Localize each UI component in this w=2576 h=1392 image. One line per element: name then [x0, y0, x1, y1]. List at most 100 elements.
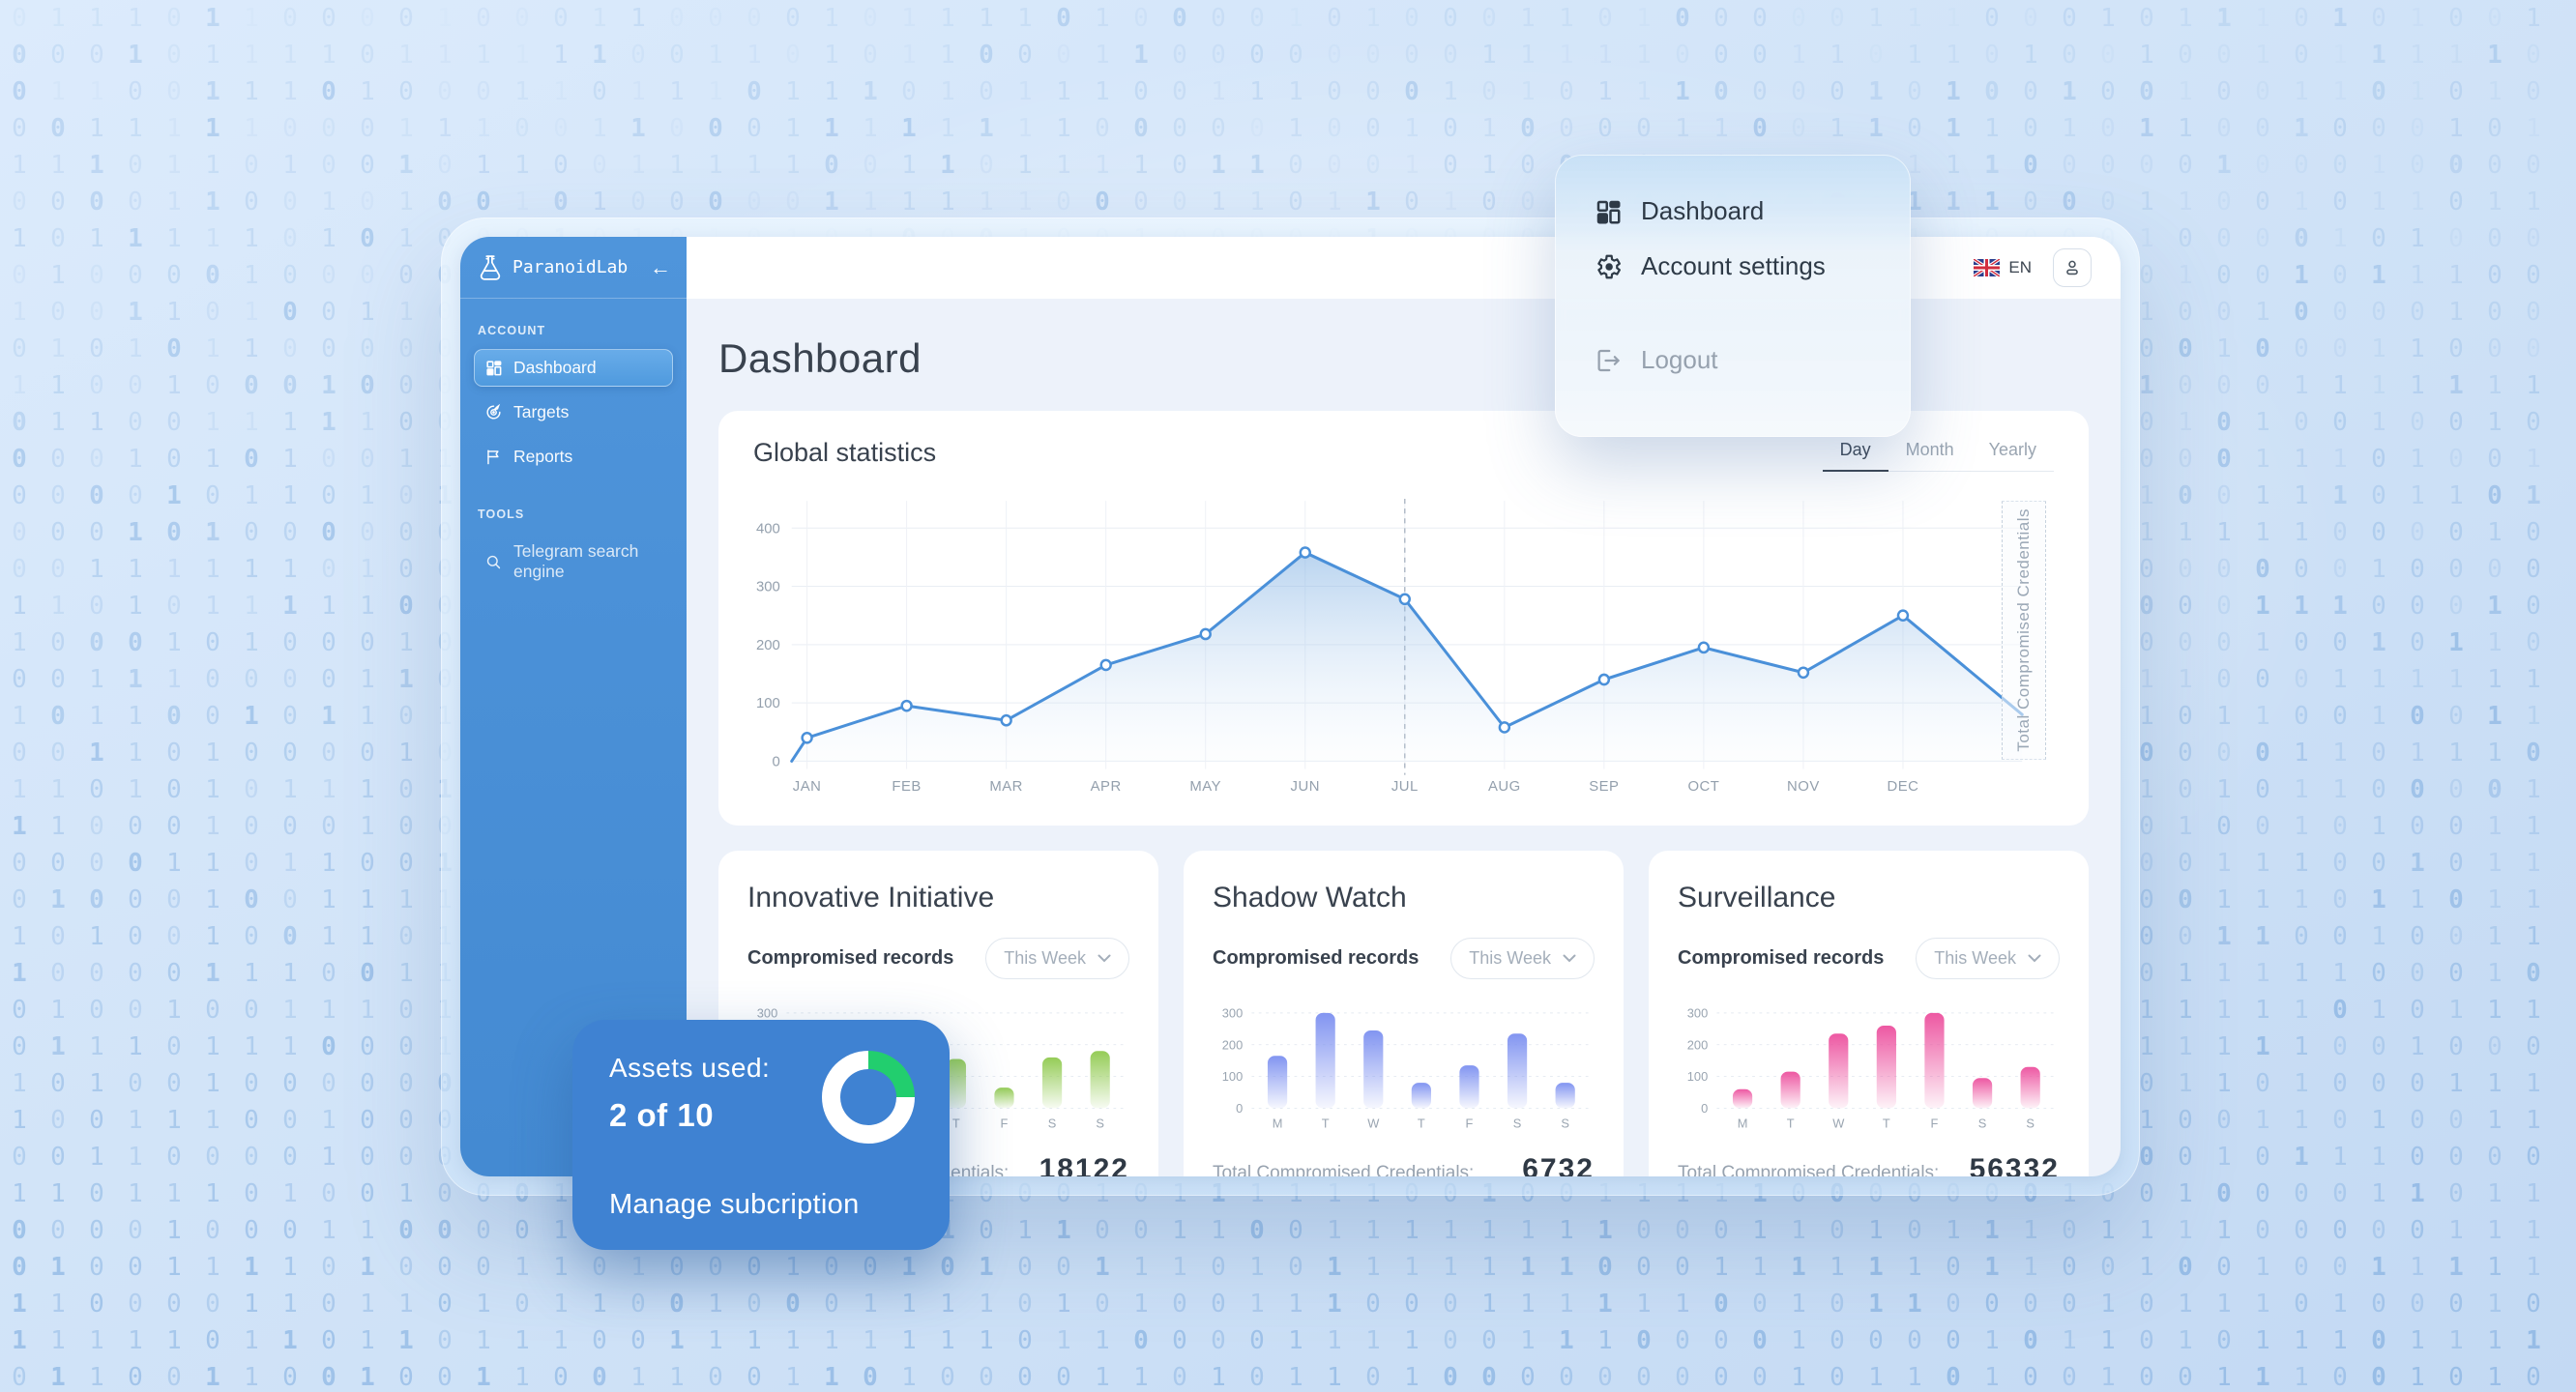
sidebar-item-targets[interactable]: Targets: [474, 393, 673, 431]
svg-text:0: 0: [1236, 1101, 1243, 1116]
menu-item-label: Logout: [1641, 345, 1718, 374]
sidebar-item-label: Reports: [513, 447, 573, 466]
person-icon: [2066, 260, 2078, 276]
metric-label: Compromised records: [747, 947, 954, 969]
app-name: ParanoidLab: [512, 257, 629, 277]
tab-month[interactable]: Month: [1905, 440, 1954, 459]
language-selector[interactable]: EN: [1974, 258, 2032, 277]
sidebar-section-account: ACCOUNT Dashboard Targets: [460, 299, 687, 482]
svg-text:200: 200: [756, 637, 780, 653]
global-statistics-card: Global statistics Day Month Yearly 0 100 2…: [718, 411, 2089, 826]
week-filter-select[interactable]: This Week: [1450, 938, 1595, 979]
gear-icon: [1597, 254, 1621, 278]
chevron-down-icon: [2028, 954, 2041, 963]
line-chart-svg: 0 100 200 300 400 JAN FEB MAR APR MAY JUN JUL AUG SEP…: [756, 499, 2024, 795]
bar-chart: 0 100 200 300 M T W T F S S: [1678, 993, 2060, 1144]
svg-text:300: 300: [1222, 1005, 1243, 1020]
sidebar-collapse-button[interactable]: ←: [650, 254, 671, 279]
svg-text:S: S: [1048, 1116, 1057, 1131]
sidebar-item-label: Targets: [513, 402, 570, 421]
svg-text:300: 300: [757, 1005, 777, 1020]
chevron-down-icon: [1563, 954, 1576, 963]
svg-text:AUG: AUG: [1488, 778, 1521, 795]
right-axis-band: Total Compromised Credentials: [2002, 501, 2046, 760]
flag-icon: [487, 450, 499, 465]
right-axis-label: Total Compromised Credentials: [2014, 508, 2033, 752]
logout-icon: [1597, 349, 1620, 371]
sidebar-item-reports[interactable]: Reports: [474, 438, 673, 476]
sidebar-item-label: Dashboard: [513, 358, 597, 377]
sidebar-item-label: Telegram search engine: [513, 541, 639, 581]
svg-text:T: T: [1787, 1116, 1795, 1131]
svg-text:200: 200: [1222, 1037, 1243, 1052]
svg-text:100: 100: [756, 695, 780, 711]
total-value: 6732: [1522, 1153, 1595, 1176]
menu-item-label: Dashboard: [1641, 196, 1765, 225]
total-label: Total Compromised Credentials:: [1213, 1163, 1475, 1176]
week-filter-select[interactable]: This Week: [1916, 938, 2060, 979]
user-dropdown-menu: Dashboard Account settings Logout: [1555, 155, 1911, 437]
svg-text:200: 200: [1687, 1037, 1708, 1052]
sidebar-header: ParanoidLab ←: [460, 237, 687, 299]
svg-text:MAR: MAR: [989, 778, 1023, 795]
svg-text:FEB: FEB: [892, 778, 921, 795]
svg-text:300: 300: [756, 578, 780, 594]
svg-text:F: F: [1001, 1116, 1009, 1131]
week-filter-value: This Week: [1934, 948, 2016, 968]
svg-text:300: 300: [1687, 1005, 1708, 1020]
card-title: Innovative Initiative: [747, 882, 995, 914]
metric-label: Compromised records: [1678, 947, 1885, 969]
svg-text:T: T: [1418, 1116, 1425, 1131]
svg-text:100: 100: [1687, 1069, 1708, 1084]
chevron-down-icon: [1098, 954, 1111, 963]
week-filter-value: This Week: [1469, 948, 1551, 968]
user-account-button[interactable]: [2053, 248, 2092, 287]
week-filter-value: This Week: [1004, 948, 1086, 968]
svg-text:W: W: [1367, 1116, 1380, 1131]
svg-text:S: S: [1561, 1116, 1569, 1131]
menu-item-logout[interactable]: Logout: [1555, 333, 1911, 388]
assets-used-value: 2 of 10: [609, 1097, 715, 1133]
manage-subscription-link[interactable]: Manage subcription: [609, 1189, 860, 1220]
svg-text:DEC: DEC: [1888, 778, 1919, 795]
sidebar-item-telegram-search[interactable]: Telegram search engine: [474, 533, 673, 591]
assets-used-label: Assets used:: [609, 1053, 771, 1083]
card-surveillance: Surveillance Compromised records This We…: [1649, 851, 2089, 1176]
sidebar-section-label: TOOLS: [478, 508, 525, 521]
bar-chart: 0 100 200 300 M T W T F S S: [1213, 993, 1595, 1144]
svg-text:S: S: [2026, 1116, 2034, 1131]
metric-label: Compromised records: [1213, 947, 1420, 969]
page-title: Dashboard: [718, 335, 922, 381]
svg-text:S: S: [1978, 1116, 1987, 1131]
total-value: 18122: [1039, 1153, 1129, 1176]
menu-item-account-settings[interactable]: Account settings: [1555, 239, 1911, 294]
tab-yearly[interactable]: Yearly: [1988, 440, 2036, 459]
language-code: EN: [2008, 258, 2032, 276]
svg-text:T: T: [952, 1116, 960, 1131]
card-title: Surveillance: [1678, 882, 1836, 914]
svg-text:T: T: [1322, 1116, 1330, 1131]
svg-text:F: F: [1466, 1116, 1474, 1131]
total-value: 56332: [1969, 1153, 2060, 1176]
svg-text:F: F: [1931, 1116, 1939, 1131]
svg-text:100: 100: [1222, 1069, 1243, 1084]
menu-item-dashboard[interactable]: Dashboard: [1555, 184, 1911, 239]
search-icon: [486, 555, 501, 568]
svg-text:S: S: [1096, 1116, 1104, 1131]
svg-text:T: T: [1883, 1116, 1890, 1131]
svg-text:S: S: [1513, 1116, 1522, 1131]
card-title: Shadow Watch: [1213, 882, 1407, 914]
dashboard-grid-icon: [1596, 200, 1621, 223]
week-filter-select[interactable]: This Week: [985, 938, 1129, 979]
sidebar-item-dashboard[interactable]: Dashboard: [474, 349, 673, 387]
global-statistics-line-chart: 0 100 200 300 400 JAN FEB MAR APR MAY JUN JUL AUG SEP…: [753, 495, 2054, 806]
tab-day[interactable]: Day: [1822, 438, 1888, 472]
global-statistics-title: Global statistics: [753, 438, 937, 467]
svg-text:M: M: [1738, 1116, 1748, 1131]
flask-logo-icon: [480, 254, 501, 280]
target-icon: [486, 403, 501, 420]
card-shadow-watch: Shadow Watch Compromised records This We…: [1184, 851, 1624, 1176]
assets-usage-popup: Assets used: 2 of 10 Manage subcription: [572, 1020, 950, 1250]
uk-flag-icon: [1974, 259, 2001, 276]
svg-text:JUN: JUN: [1291, 778, 1320, 795]
